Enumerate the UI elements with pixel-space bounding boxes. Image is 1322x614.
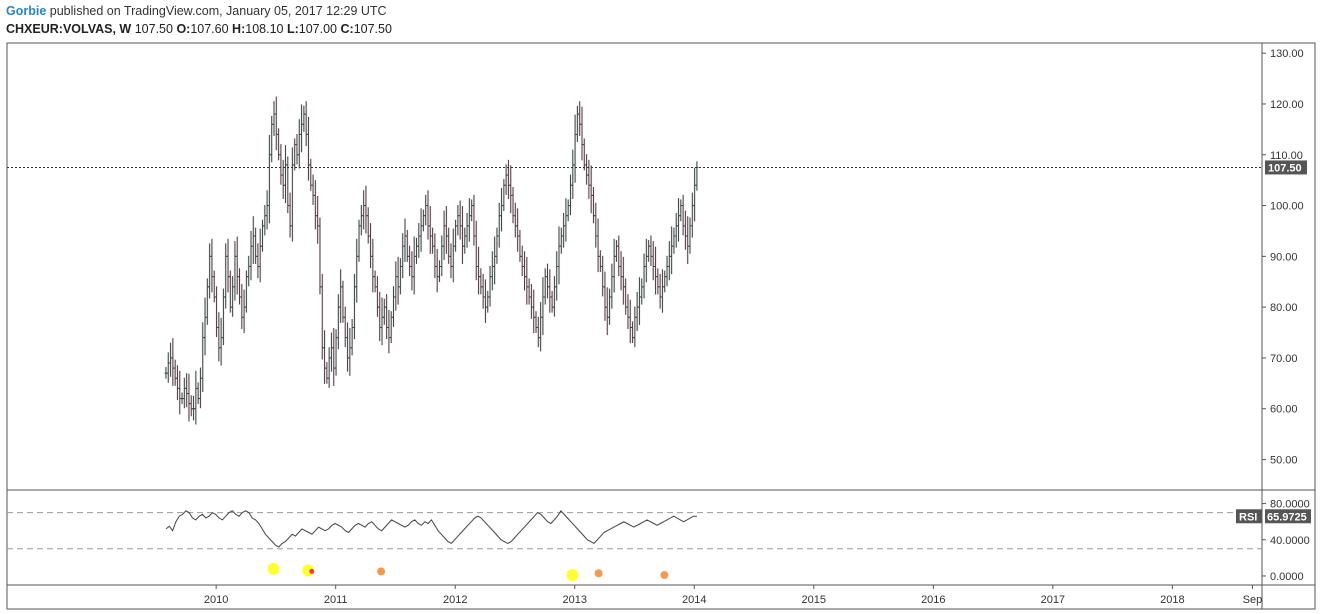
low-label: L: (286, 22, 299, 36)
rsi-badge: RSI 65.9725 (1236, 509, 1311, 523)
signal-marker (309, 568, 315, 574)
time-tick-label: 2011 (324, 594, 348, 606)
close-value: 107.50 (353, 22, 392, 36)
chart-frame (6, 42, 1316, 610)
price-axis-ticks: 130.00 120.00 110.00 100.00 90.00 80.00 70.00 6… (1262, 48, 1304, 467)
high-value: 108.10 (245, 22, 284, 36)
time-tick-label: 2012 (443, 594, 467, 606)
price-tick-label: 110.00 (1270, 150, 1303, 162)
time-tick-label: 2017 (1041, 594, 1065, 606)
price-bar-backgrounds (164, 96, 699, 425)
rsi-markers (267, 562, 669, 582)
rsi-name-bg (1236, 509, 1262, 524)
rsi-axis-ticks: 80.0000 40.0000 0.0000 (1262, 499, 1310, 583)
price-tick-label: 120.00 (1270, 99, 1304, 111)
high-label: H: (232, 22, 246, 36)
close-label: C: (340, 22, 354, 36)
rsi-line (165, 509, 697, 548)
signal-marker (566, 569, 579, 582)
rsi-tick-label: 40.0000 (1270, 535, 1310, 547)
signal-marker (377, 567, 386, 576)
time-tick-label: 2018 (1160, 594, 1184, 606)
last-price-badge-text: 107.50 (1268, 162, 1302, 174)
rsi-name-text: RSI (1239, 511, 1257, 523)
open-value: 107.60 (190, 22, 229, 36)
price-tick-label: 100.00 (1270, 201, 1304, 213)
time-tick-label: 2016 (921, 594, 945, 606)
price-bars (164, 96, 699, 425)
rsi-value-bg (1265, 509, 1311, 524)
symbol-label: CHXEUR:VOLVAS, W (6, 22, 132, 36)
time-tick-label: 2013 (562, 594, 586, 606)
symbol-ohlc-line: CHXEUR:VOLVAS, W 107.50 O:107.60 H:108.1… (6, 22, 392, 36)
time-axis-ticks: 2010 2011 2012 2013 2014 2015 2016 2017 2018 Sep (204, 585, 1262, 606)
author-link[interactable]: Gorbie (6, 4, 47, 18)
last-value: 107.50 (134, 22, 173, 36)
rsi-tick-label: 80.0000 (1270, 499, 1310, 511)
price-tick-label: 90.00 (1270, 251, 1298, 263)
time-tick-label: Sep (1243, 594, 1263, 606)
ohlc-bar (695, 161, 699, 191)
price-tick-label: 130.00 (1270, 48, 1304, 60)
price-tick-label: 60.00 (1270, 404, 1298, 416)
rsi-tick-label: 0.0000 (1270, 571, 1304, 583)
low-value: 107.00 (298, 22, 338, 36)
publish-info: Gorbie published on TradingView.com, Jan… (6, 4, 387, 18)
time-tick-label: 2010 (204, 594, 228, 606)
signal-marker (594, 569, 603, 578)
time-tick-label: 2015 (802, 594, 826, 606)
last-price-badge-bg (1265, 160, 1307, 175)
last-price-badge: 107.50 (1265, 160, 1307, 175)
time-tick-label: 2014 (682, 594, 706, 606)
price-tick-label: 70.00 (1270, 353, 1298, 365)
rsi-line-group (165, 509, 697, 548)
rsi-value-text: 65.9725 (1267, 511, 1307, 523)
published-text: published on TradingView.com, January 05… (49, 4, 387, 18)
price-tick-label: 50.00 (1270, 455, 1298, 467)
signal-marker (267, 562, 280, 575)
signal-marker (660, 571, 669, 580)
open-label: O: (176, 22, 191, 36)
price-tick-label: 80.00 (1270, 302, 1298, 314)
rsi-bands (7, 512, 1262, 550)
